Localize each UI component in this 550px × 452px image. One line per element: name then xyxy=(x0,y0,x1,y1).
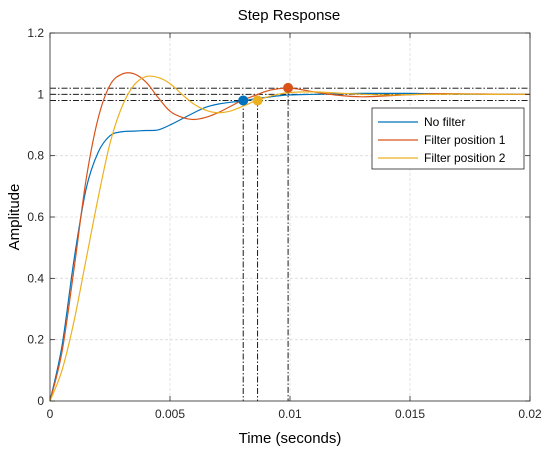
x-tick-label: 0.015 xyxy=(395,407,425,421)
x-tick-label: 0.005 xyxy=(155,407,185,421)
y-tick-label: 0.8 xyxy=(27,149,44,163)
tick-marks xyxy=(49,32,531,402)
y-tick-label: 0 xyxy=(37,394,44,408)
legend-items: No filter Filter position 1 Filter positio… xyxy=(378,115,506,165)
x-tick-label: 0.02 xyxy=(518,407,542,421)
y-tick-label: 0.2 xyxy=(27,333,44,347)
y-tick-labels: 0 0.2 0.4 0.6 0.8 1 1.2 xyxy=(27,26,44,408)
legend-label-filter-position-2: Filter position 2 xyxy=(424,151,506,165)
x-tick-label: 0.01 xyxy=(278,407,302,421)
chart-title: Step Response xyxy=(238,7,341,24)
marker-filter-position-1[interactable] xyxy=(283,82,294,93)
y-axis-title: Amplitude xyxy=(6,184,23,251)
y-tick-label: 1.2 xyxy=(27,26,44,40)
y-tick-label: 1 xyxy=(37,87,44,101)
series-line-filter-position-2 xyxy=(49,75,530,402)
y-tick-label: 0.4 xyxy=(27,271,44,285)
legend-label-filter-position-1: Filter position 1 xyxy=(424,133,506,147)
characteristic-markers xyxy=(238,82,294,106)
series-line-no-filter xyxy=(49,92,530,402)
series-lines xyxy=(49,72,531,402)
x-axis-title: Time (seconds) xyxy=(239,430,342,447)
marker-no-filter[interactable] xyxy=(238,95,249,106)
x-tick-label: 0 xyxy=(47,407,54,421)
x-tick-labels: 0 0.005 0.01 0.015 0.02 xyxy=(47,407,542,421)
legend-box xyxy=(371,107,525,170)
marker-filter-position-2[interactable] xyxy=(252,95,263,106)
legend[interactable]: No filter Filter position 1 Filter positio… xyxy=(371,107,525,170)
plot-area[interactable] xyxy=(49,32,531,402)
legend-label-no-filter: No filter xyxy=(424,115,465,129)
y-tick-label: 0.6 xyxy=(27,210,44,224)
